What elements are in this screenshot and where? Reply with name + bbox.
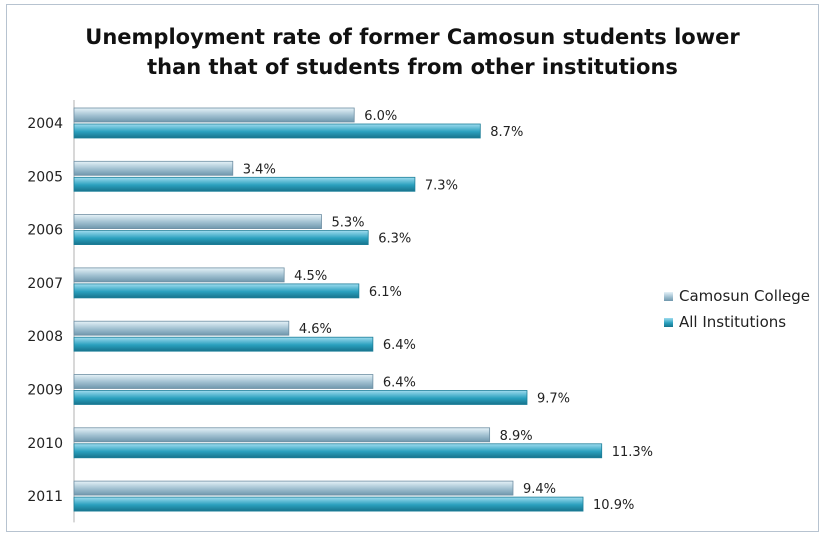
bar	[73, 480, 514, 496]
bar	[73, 283, 360, 299]
bar	[73, 427, 491, 443]
chart-title-line-1: Unemployment rate of former Camosun stud…	[85, 25, 740, 49]
bar	[73, 374, 374, 389]
bar	[73, 267, 285, 283]
bar	[73, 160, 234, 176]
bar	[73, 123, 481, 139]
legend-label-camosun: Camosun College	[679, 287, 811, 305]
data-label: 10.9%	[593, 498, 634, 513]
data-label: 5.3%	[332, 216, 365, 231]
data-label: 7.3%	[425, 178, 458, 193]
bar	[73, 230, 369, 246]
category-label: 2011	[27, 489, 63, 505]
legend-swatch-all-institutions	[664, 317, 673, 327]
data-label: 8.7%	[490, 125, 523, 140]
bar	[73, 336, 374, 352]
data-label: 3.4%	[243, 162, 276, 177]
category-label: 2009	[27, 383, 63, 399]
bar	[73, 176, 416, 192]
bar	[73, 107, 355, 123]
category-label: 2005	[27, 169, 63, 185]
bar	[73, 214, 322, 230]
category-label: 2007	[27, 276, 63, 292]
data-label: 6.0%	[364, 109, 397, 124]
legend: Camosun College All Institutions	[664, 283, 810, 335]
data-label: 6.3%	[378, 232, 411, 247]
data-label: 4.5%	[294, 269, 327, 284]
category-label: 2010	[27, 436, 63, 452]
bar	[73, 390, 528, 405]
data-label: 6.1%	[369, 285, 402, 300]
data-label: 6.4%	[383, 376, 416, 391]
legend-swatch-camosun	[664, 291, 673, 301]
data-label: 8.9%	[500, 429, 533, 444]
category-label: 2006	[27, 223, 63, 239]
legend-item-camosun: Camosun College	[664, 283, 810, 309]
category-label: 2004	[27, 116, 63, 132]
chart-title-line-2: than that of students from other institu…	[147, 55, 678, 79]
data-label: 4.6%	[299, 322, 332, 337]
data-label: 9.7%	[537, 392, 570, 407]
bar	[73, 496, 584, 512]
bar	[73, 320, 290, 336]
legend-item-all-institutions: All Institutions	[664, 309, 810, 335]
data-label: 11.3%	[612, 445, 653, 460]
chart-title: Unemployment rate of former Camosun stud…	[0, 22, 825, 82]
category-label: 2008	[27, 329, 63, 345]
data-label: 9.4%	[523, 482, 556, 497]
data-label: 6.4%	[383, 338, 416, 353]
legend-label-all-institutions: All Institutions	[679, 313, 787, 331]
bar	[73, 443, 603, 459]
